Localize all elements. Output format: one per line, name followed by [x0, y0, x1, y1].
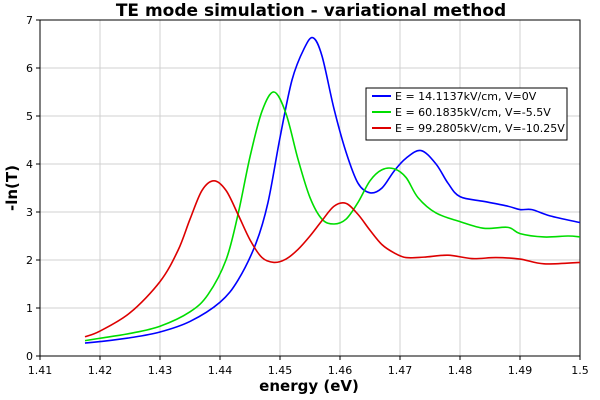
y-axis-label: -ln(T)	[3, 165, 21, 211]
legend-label-2: E = 60.1835kV/cm, V=-5.5V	[395, 106, 551, 119]
y-tick-label: 2	[26, 254, 33, 267]
y-tick-label: 4	[26, 158, 33, 171]
y-tick-label: 5	[26, 110, 33, 123]
legend: E = 14.1137kV/cm, V=0V E = 60.1835kV/cm, …	[365, 87, 568, 141]
y-tick-label: 7	[26, 14, 33, 27]
x-tick-label: 1.45	[268, 364, 293, 377]
x-tick-label: 1.43	[148, 364, 173, 377]
y-axis: 0 1 2 3 4 5 6 7	[26, 14, 40, 363]
legend-box	[365, 87, 568, 141]
series-group	[84, 36, 581, 344]
x-tick-label: 1.44	[208, 364, 233, 377]
x-axis: 1.41 1.42 1.43 1.44 1.45 1.46 1.47 1.48 1.49 1.5	[28, 356, 589, 377]
legend-label-1: E = 14.1137kV/cm, V=0V	[395, 90, 537, 103]
y-tick-label: 6	[26, 62, 33, 75]
grid	[39, 19, 581, 357]
x-tick-label: 1.48	[448, 364, 473, 377]
y-tick-label: 0	[26, 350, 33, 363]
x-tick-label: 1.46	[328, 364, 353, 377]
series-line-3	[84, 180, 581, 338]
x-tick-label: 1.42	[88, 364, 113, 377]
series-line-2	[84, 91, 581, 342]
legend-label-3: E = 99.2805kV/cm, V=-10.25V	[395, 122, 565, 135]
plot-frame	[39, 19, 581, 357]
series-line-1	[84, 36, 581, 344]
x-tick-label: 1.5	[571, 364, 589, 377]
y-tick-label: 3	[26, 206, 33, 219]
x-tick-label: 1.47	[388, 364, 413, 377]
x-axis-label: energy (eV)	[259, 377, 359, 395]
chart-title: TE mode simulation - variational method	[116, 1, 506, 21]
x-tick-label: 1.49	[508, 364, 533, 377]
x-tick-label: 1.41	[28, 364, 53, 377]
y-tick-label: 1	[26, 302, 33, 315]
